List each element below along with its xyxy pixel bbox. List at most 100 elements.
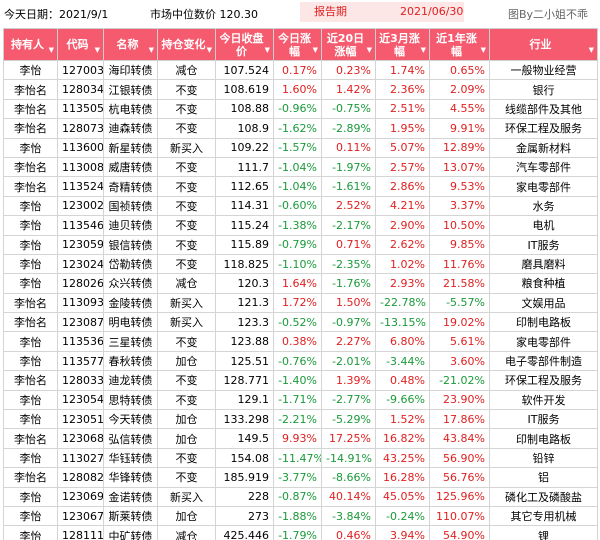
table-cell: 李怡名 bbox=[3, 428, 58, 449]
table-cell: 0.46% bbox=[321, 525, 376, 540]
table-row[interactable]: 李怡 128111 中矿转债 减仓 425.446 -1.79% 0.46% 3.94% 54.… bbox=[3, 525, 598, 540]
table-row[interactable]: 李怡名 113093 金陵转债 新买入 121.3 1.72% 1.50% -22.78% -5… bbox=[3, 292, 598, 314]
table-row[interactable]: 李怡名 128033 迪龙转债 不变 128.771 -1.40% 1.39% 0.48% -2… bbox=[3, 370, 598, 391]
filter-arrow-icon[interactable]: ▼ bbox=[366, 46, 372, 54]
table-row[interactable]: 李怡 123059 银信转债 不变 115.89 -0.79% 0.71% 2.62% 9.85… bbox=[3, 234, 598, 255]
table-row[interactable]: 李怡名 128082 华锋转债 不变 185.919 -3.77% -8.66% 16.28%… bbox=[3, 467, 598, 488]
column-header[interactable]: 近3月涨幅 ▼ bbox=[375, 28, 430, 61]
column-header[interactable]: 持有人 ▼ bbox=[3, 28, 58, 61]
table-cell: -1.76% bbox=[321, 273, 376, 294]
table-row[interactable]: 李怡 123067 斯莱转债 加仓 273 -1.88% -3.84% -0.24% 110.0… bbox=[3, 505, 598, 527]
table-row[interactable]: 李怡 123024 岱勒转债 不变 118.825 -1.10% -2.35% 1.02% 11… bbox=[3, 253, 598, 275]
filter-arrow-icon[interactable]: ▼ bbox=[588, 46, 594, 54]
table-cell: 中矿转债 bbox=[103, 525, 158, 540]
table-cell: -0.76% bbox=[273, 350, 322, 372]
table-row[interactable]: 李怡 128026 众兴转债 减仓 120.3 1.64% -1.76% 2.93% 21.58… bbox=[3, 273, 598, 294]
table-cell: 0.38% bbox=[273, 331, 322, 352]
filter-arrow-icon[interactable]: ▼ bbox=[312, 46, 318, 54]
table-cell: 123067 bbox=[57, 505, 104, 527]
table-cell: 加仓 bbox=[157, 428, 216, 449]
table-cell: 0.17% bbox=[273, 59, 322, 81]
table-body: 李怡 127003 海印转债 减仓 107.524 0.17% 0.23% 1.74% 0.65… bbox=[3, 59, 598, 540]
column-header[interactable]: 行业 ▼ bbox=[489, 28, 598, 61]
table-row[interactable]: 李怡 123069 金诺转债 新买入 228 -0.87% 40.14% 45.05% 125.… bbox=[3, 486, 598, 507]
table-cell: 不变 bbox=[157, 234, 216, 255]
table-cell: 127003 bbox=[57, 59, 104, 81]
filter-arrow-icon[interactable]: ▼ bbox=[264, 46, 270, 54]
table-cell: 汽车零部件 bbox=[489, 156, 598, 178]
table-cell: 江银转债 bbox=[103, 79, 158, 100]
table-row[interactable]: 李怡名 128073 迪森转债 不变 108.9 -1.62% -2.89% 1.95% 9.9… bbox=[3, 118, 598, 139]
table-cell: 4.21% bbox=[375, 195, 430, 217]
table-row[interactable]: 李怡名 123087 明电转债 新买入 123.3 -0.52% -0.97% -13.15%… bbox=[3, 312, 598, 333]
table-row[interactable]: 李怡 113027 华钰转债 不变 154.08 -11.47% -14.91% 43.25%… bbox=[3, 447, 598, 469]
column-header-label: 近1年涨幅 bbox=[436, 31, 477, 58]
filter-arrow-icon[interactable]: ▼ bbox=[420, 46, 426, 54]
table-cell: 113008 bbox=[57, 156, 104, 178]
filter-arrow-icon[interactable]: ▼ bbox=[148, 46, 154, 54]
table-cell: 李怡名 bbox=[3, 370, 58, 391]
column-header[interactable]: 今日涨幅 ▼ bbox=[273, 28, 322, 61]
table-row[interactable]: 李怡 123002 国祯转债 不变 114.31 -0.60% 2.52% 4.21% 3.37… bbox=[3, 195, 598, 217]
table-cell: 粮食种植 bbox=[489, 273, 598, 294]
table-row[interactable]: 李怡 113577 春秋转债 加仓 125.51 -0.76% -2.01% -3.44% 3.… bbox=[3, 350, 598, 372]
table-cell: -2.21% bbox=[273, 409, 322, 430]
table-cell: 家电零部件 bbox=[489, 331, 598, 352]
table-cell: -22.78% bbox=[375, 292, 430, 314]
table-cell: 123.88 bbox=[215, 331, 274, 352]
table-cell: -13.15% bbox=[375, 312, 430, 333]
filter-arrow-icon[interactable]: ▼ bbox=[480, 46, 486, 54]
table-cell: 李怡名 bbox=[3, 79, 58, 100]
table-row[interactable]: 李怡名 113505 杭电转债 不变 108.88 -0.96% -0.75% 2.51% 4.… bbox=[3, 98, 598, 120]
table-cell: -1.79% bbox=[273, 525, 322, 540]
table-cell: 减仓 bbox=[157, 59, 216, 81]
table-cell: 1.50% bbox=[321, 292, 376, 314]
table-row[interactable]: 李怡 123054 思特转债 不变 129.1 -1.71% -2.77% -9.66% 23.… bbox=[3, 389, 598, 411]
table-cell: 113505 bbox=[57, 98, 104, 120]
table-cell: 123024 bbox=[57, 253, 104, 275]
table-row[interactable]: 李怡 113546 迪贝转债 不变 115.24 -1.38% -2.17% 2.90% 10.… bbox=[3, 215, 598, 236]
table-cell: 40.14% bbox=[321, 486, 376, 507]
table-row[interactable]: 李怡 123051 今天转债 加仓 133.298 -2.21% -5.29% 1.52% 17… bbox=[3, 409, 598, 430]
table-row[interactable]: 李怡 113536 三星转债 不变 123.88 0.38% 2.27% 6.80% 5.61%… bbox=[3, 331, 598, 352]
table-cell: 铝 bbox=[489, 467, 598, 488]
table-cell: 李怡 bbox=[3, 273, 58, 294]
table-cell: 不变 bbox=[157, 118, 216, 139]
report-period-value: 2021/06/30 bbox=[400, 5, 464, 18]
column-header[interactable]: 持仓变化 ▼ bbox=[157, 28, 216, 61]
table-cell: 李怡 bbox=[3, 409, 58, 430]
table-cell: 2.57% bbox=[375, 156, 430, 178]
table-row[interactable]: 李怡名 128034 江银转债 不变 108.619 1.60% 1.42% 2.36% 2.0… bbox=[3, 79, 598, 100]
table-cell: 金陵转债 bbox=[103, 292, 158, 314]
table-cell: -14.91% bbox=[321, 447, 376, 469]
table-cell: 国祯转债 bbox=[103, 195, 158, 217]
filter-arrow-icon[interactable]: ▼ bbox=[48, 46, 54, 54]
column-header[interactable]: 代码 ▼ bbox=[57, 28, 104, 61]
table-row[interactable]: 李怡名 113008 威唐转债 不变 111.7 -1.04% -1.97% 2.57% 13.… bbox=[3, 156, 598, 178]
column-header[interactable]: 近20日涨幅 ▼ bbox=[321, 28, 376, 61]
table-cell: 李怡 bbox=[3, 234, 58, 255]
column-header[interactable]: 近1年涨幅 ▼ bbox=[429, 28, 490, 61]
filter-arrow-icon[interactable]: ▼ bbox=[206, 46, 212, 54]
table-cell: -1.04% bbox=[273, 156, 322, 178]
table-cell: 不变 bbox=[157, 156, 216, 178]
table-cell: 13.07% bbox=[429, 156, 490, 178]
table-cell: -1.97% bbox=[321, 156, 376, 178]
table-cell: 家电零部件 bbox=[489, 176, 598, 197]
column-header[interactable]: 今日收盘价 ▼ bbox=[215, 28, 274, 61]
table-cell: -0.97% bbox=[321, 312, 376, 333]
table-cell: 16.82% bbox=[375, 428, 430, 449]
table-cell: 1.64% bbox=[273, 273, 322, 294]
table-cell: 软件开发 bbox=[489, 389, 598, 411]
table-row[interactable]: 李怡 113600 新星转债 新买入 109.22 -1.57% 0.11% 5.07% 12.… bbox=[3, 137, 598, 158]
column-header[interactable]: 名称 ▼ bbox=[103, 28, 158, 61]
table-row[interactable]: 李怡名 113524 奇精转债 不变 112.65 -1.04% -1.61% 2.86% 9.… bbox=[3, 176, 598, 197]
table-cell: -8.66% bbox=[321, 467, 376, 488]
table-cell: 海印转债 bbox=[103, 59, 158, 81]
filter-arrow-icon[interactable]: ▼ bbox=[94, 46, 100, 54]
table-cell: -3.84% bbox=[321, 505, 376, 527]
table-cell: 1.95% bbox=[375, 118, 430, 139]
table-cell: 273 bbox=[215, 505, 274, 527]
table-row[interactable]: 李怡名 123068 弘信转债 加仓 149.5 9.93% 17.25% 16.82% 43.… bbox=[3, 428, 598, 449]
table-row[interactable]: 李怡 127003 海印转债 减仓 107.524 0.17% 0.23% 1.74% 0.65… bbox=[3, 59, 598, 81]
